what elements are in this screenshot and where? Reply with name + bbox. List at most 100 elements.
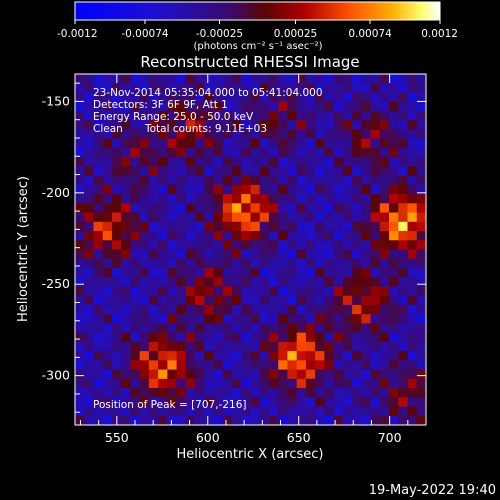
heatmap-cell xyxy=(75,314,85,324)
heatmap-cell xyxy=(102,203,113,214)
heatmap-cell xyxy=(278,388,289,398)
heatmap-cell xyxy=(93,221,104,232)
heatmap-cell xyxy=(370,369,381,380)
heatmap-cell xyxy=(407,295,418,306)
heatmap-cell xyxy=(250,166,261,177)
heatmap-cell xyxy=(93,120,104,131)
heatmap-cell xyxy=(305,369,316,380)
heatmap-cell xyxy=(139,166,150,177)
heatmap-cell xyxy=(139,101,150,112)
heatmap-cell xyxy=(232,258,242,269)
heatmap-cell xyxy=(379,415,390,425)
heatmap-cell xyxy=(176,332,187,343)
heatmap-cell xyxy=(268,203,279,214)
heatmap-cell xyxy=(305,332,316,343)
heatmap-cell xyxy=(93,388,104,398)
heatmap-cell xyxy=(93,360,104,371)
heatmap-cell xyxy=(176,157,187,167)
heatmap-cell xyxy=(287,184,298,195)
heatmap-cell xyxy=(268,304,279,315)
heatmap-cell xyxy=(185,138,196,149)
heatmap-cell xyxy=(158,249,168,260)
heatmap-cell xyxy=(324,304,335,315)
heatmap-cell xyxy=(111,221,122,232)
heatmap-cell xyxy=(204,138,215,149)
heatmap-cell xyxy=(84,74,95,84)
heatmap-cell xyxy=(84,240,95,251)
heatmap-cell xyxy=(241,332,252,343)
heatmap-cell xyxy=(93,314,104,324)
heatmap-cell xyxy=(102,258,113,269)
heatmap-cell xyxy=(361,249,372,260)
heatmap-cell xyxy=(84,157,95,167)
heatmap-cell xyxy=(352,175,362,186)
heatmap-cell xyxy=(324,295,335,306)
heatmap-cell xyxy=(361,120,372,131)
heatmap-cell xyxy=(250,240,261,251)
heatmap-cell xyxy=(416,221,426,232)
heatmap-cell xyxy=(407,120,418,131)
heatmap-cell xyxy=(176,388,187,398)
heatmap-cell xyxy=(93,175,104,186)
heatmap-cell xyxy=(222,360,233,371)
heatmap-cell xyxy=(148,249,159,260)
heatmap-cell xyxy=(342,323,353,334)
heatmap-cell xyxy=(241,92,252,103)
heatmap-cell xyxy=(204,406,215,417)
heatmap-cell xyxy=(204,157,215,167)
heatmap-cell xyxy=(250,277,261,288)
heatmap-cell xyxy=(296,203,307,214)
heatmap-cell xyxy=(398,129,409,140)
heatmap-cell xyxy=(241,258,252,269)
heatmap-cell xyxy=(389,110,399,121)
heatmap-cell xyxy=(379,314,390,324)
heatmap-cell xyxy=(158,323,168,334)
heatmap-cell xyxy=(84,332,95,343)
heatmap-cell xyxy=(416,203,426,214)
heatmap-cell xyxy=(241,157,252,167)
heatmap-cell xyxy=(158,341,168,352)
heatmap-cell xyxy=(204,74,215,84)
colorbar-ticks: -0.0012 -0.00074 -0.00025 0.00025 0.00074 0.0… xyxy=(57,20,458,40)
heatmap-cell xyxy=(389,212,399,223)
heatmap-cell xyxy=(259,415,270,425)
heatmap-cell xyxy=(222,221,233,232)
heatmap-cell xyxy=(278,101,289,112)
heatmap-cell xyxy=(296,360,307,371)
heatmap-cell xyxy=(176,249,187,260)
heatmap-cell xyxy=(241,166,252,177)
heatmap-cell xyxy=(370,249,381,260)
heatmap-cell xyxy=(213,175,224,186)
heatmap-cell xyxy=(259,120,270,131)
heatmap-cell xyxy=(185,129,196,140)
heatmap-cell xyxy=(75,341,85,352)
heatmap-cell xyxy=(361,74,372,84)
heatmap-cell xyxy=(315,240,325,251)
y-tick-label: -200 xyxy=(42,185,70,200)
heatmap-cell xyxy=(361,203,372,214)
heatmap-cell xyxy=(158,369,168,380)
heatmap-cell xyxy=(213,74,224,84)
heatmap-cell xyxy=(93,231,104,241)
heatmap-cell xyxy=(204,397,215,408)
heatmap-cell xyxy=(259,397,270,408)
heatmap-cell xyxy=(315,120,325,131)
heatmap-cell xyxy=(278,415,289,425)
heatmap-cell xyxy=(305,286,316,297)
heatmap-cell xyxy=(324,406,335,417)
heatmap-cell xyxy=(268,314,279,324)
heatmap-cell xyxy=(195,388,205,398)
heatmap-cell xyxy=(379,129,390,140)
heatmap-cell xyxy=(139,157,150,167)
heatmap-cell xyxy=(278,203,289,214)
heatmap-cell xyxy=(222,157,233,167)
heatmap-cell xyxy=(158,138,168,149)
heatmap-cell xyxy=(296,175,307,186)
heatmap-cell xyxy=(379,249,390,260)
heatmap-cell xyxy=(241,397,252,408)
heatmap-cell xyxy=(268,332,279,343)
heatmap-cell xyxy=(102,304,113,315)
heatmap-cell xyxy=(93,147,104,158)
heatmap-cell xyxy=(315,184,325,195)
